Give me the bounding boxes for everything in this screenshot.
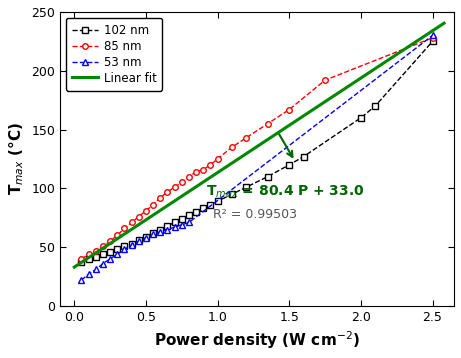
102 nm <box>150 231 156 235</box>
85 nm <box>265 121 271 126</box>
Linear fit <box>407 44 412 48</box>
53 nm <box>93 267 99 272</box>
102 nm <box>158 227 163 232</box>
85 nm <box>100 244 106 248</box>
85 nm <box>215 157 220 161</box>
85 nm <box>193 170 199 174</box>
Legend: 102 nm, 85 nm, 53 nm, Linear fit: 102 nm, 85 nm, 53 nm, Linear fit <box>66 18 162 91</box>
85 nm <box>286 107 292 112</box>
85 nm <box>79 257 84 261</box>
Linear fit <box>292 120 297 124</box>
53 nm <box>158 230 163 234</box>
102 nm <box>122 244 127 248</box>
102 nm <box>172 220 177 224</box>
Line: Linear fit: Linear fit <box>74 23 444 267</box>
85 nm <box>143 209 149 213</box>
102 nm <box>193 210 199 214</box>
102 nm <box>179 217 184 221</box>
85 nm <box>122 226 127 231</box>
85 nm <box>322 78 328 82</box>
Linear fit <box>441 21 447 25</box>
102 nm <box>136 238 142 242</box>
53 nm <box>86 272 91 276</box>
102 nm <box>201 206 206 211</box>
Text: R² = 0.99503: R² = 0.99503 <box>213 208 297 221</box>
85 nm <box>207 163 213 167</box>
102 nm <box>93 255 99 259</box>
53 nm <box>150 232 156 236</box>
X-axis label: Power density (W cm$^{-2}$): Power density (W cm$^{-2}$) <box>154 329 360 351</box>
102 nm <box>215 199 220 203</box>
Line: 53 nm: 53 nm <box>79 33 435 283</box>
53 nm <box>143 236 149 240</box>
53 nm <box>186 220 192 224</box>
85 nm <box>201 168 206 172</box>
Linear fit <box>383 59 389 64</box>
53 nm <box>100 261 106 266</box>
53 nm <box>122 247 127 252</box>
85 nm <box>114 233 120 237</box>
102 nm <box>129 241 134 246</box>
102 nm <box>265 174 271 179</box>
53 nm <box>172 225 177 229</box>
85 nm <box>179 180 184 185</box>
85 nm <box>136 214 142 219</box>
102 nm <box>358 116 364 120</box>
102 nm <box>301 154 307 159</box>
85 nm <box>186 174 192 179</box>
102 nm <box>86 257 91 261</box>
53 nm <box>107 257 113 261</box>
102 nm <box>107 250 113 254</box>
85 nm <box>229 145 235 149</box>
53 nm <box>136 239 142 243</box>
102 nm <box>143 234 149 239</box>
Linear fit <box>73 264 78 268</box>
102 nm <box>114 247 120 252</box>
53 nm <box>114 252 120 256</box>
53 nm <box>430 33 435 38</box>
Linear fit <box>298 116 303 120</box>
102 nm <box>100 252 106 256</box>
102 nm <box>286 163 292 167</box>
85 nm <box>129 220 134 224</box>
Y-axis label: T$_{max}$ (°C): T$_{max}$ (°C) <box>7 122 26 195</box>
102 nm <box>165 224 170 228</box>
85 nm <box>150 203 156 207</box>
85 nm <box>165 190 170 194</box>
102 nm <box>79 260 84 265</box>
102 nm <box>186 213 192 218</box>
Linear fit <box>71 265 77 269</box>
85 nm <box>172 185 177 189</box>
102 nm <box>372 104 378 108</box>
53 nm <box>179 223 184 227</box>
85 nm <box>430 36 435 40</box>
85 nm <box>93 248 99 253</box>
53 nm <box>165 227 170 232</box>
85 nm <box>243 136 249 140</box>
53 nm <box>129 243 134 247</box>
85 nm <box>107 239 113 243</box>
85 nm <box>86 252 91 256</box>
53 nm <box>79 278 84 282</box>
102 nm <box>207 203 213 207</box>
102 nm <box>430 39 435 43</box>
Line: 102 nm: 102 nm <box>79 39 435 265</box>
Linear fit <box>290 121 296 125</box>
Line: 85 nm: 85 nm <box>79 35 435 262</box>
102 nm <box>229 192 235 197</box>
102 nm <box>243 185 249 189</box>
Text: T$_{max}$ = 80.4 P + 33.0: T$_{max}$ = 80.4 P + 33.0 <box>206 184 365 200</box>
85 nm <box>158 195 163 200</box>
